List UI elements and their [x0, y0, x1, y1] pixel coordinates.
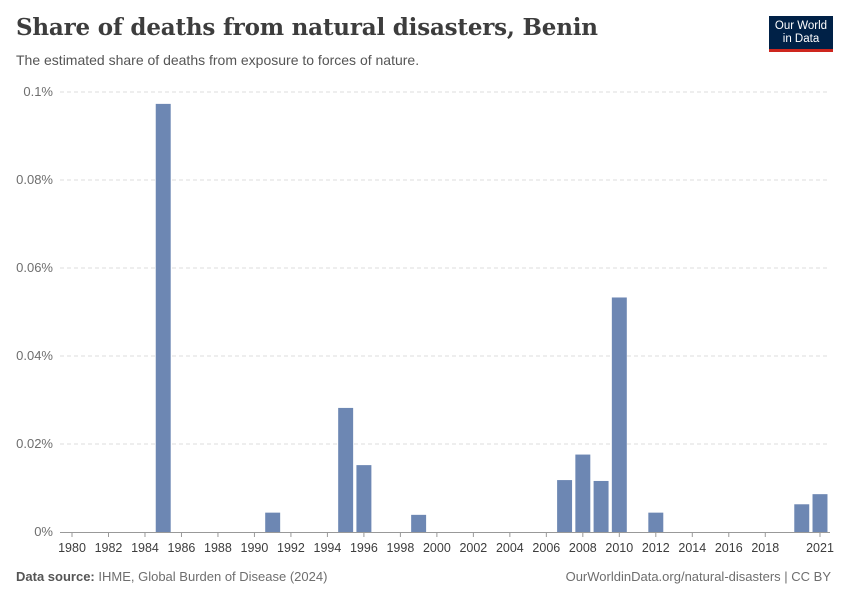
x-tick-label: 1988 — [204, 541, 232, 555]
source-link[interactable]: OurWorldinData.org/natural-disasters | C… — [565, 569, 831, 584]
x-tick-label: 2000 — [423, 541, 451, 555]
x-tick-label: 1986 — [168, 541, 196, 555]
x-axis — [60, 532, 830, 537]
grid-lines — [60, 91, 830, 445]
bar-2021 — [812, 494, 828, 532]
bar-1996 — [356, 465, 372, 532]
chart-subtitle: The estimated share of deaths from expos… — [16, 52, 420, 68]
x-tick-label: 2018 — [751, 541, 779, 555]
x-tick-label: 1996 — [350, 541, 378, 555]
x-tick-label: 2014 — [678, 541, 706, 555]
bar-2009 — [593, 480, 609, 532]
x-tick-label: 1980 — [58, 541, 86, 555]
x-tick-label: 1992 — [277, 541, 305, 555]
x-tick-label: 2006 — [532, 541, 560, 555]
chart-title: Share of deaths from natural disasters, … — [16, 14, 598, 41]
x-tick-label: 2002 — [459, 541, 487, 555]
data-source: Data source: IHME, Global Burden of Dise… — [16, 569, 327, 584]
bar-1985 — [155, 103, 171, 532]
y-tick-label: 0.08% — [16, 172, 53, 187]
bar-2010 — [611, 297, 627, 532]
x-tick-label: 2021 — [806, 541, 834, 555]
x-tick-label: 1998 — [386, 541, 414, 555]
data-source-text: IHME, Global Burden of Disease (2024) — [98, 569, 328, 584]
x-tick-label: 2010 — [605, 541, 633, 555]
bar-2020 — [794, 504, 810, 532]
x-tick-label: 1990 — [241, 541, 269, 555]
bars — [155, 103, 828, 532]
y-tick-label: 0% — [34, 524, 53, 539]
x-tick-label: 1984 — [131, 541, 159, 555]
x-tick-label: 2004 — [496, 541, 524, 555]
y-tick-label: 0.02% — [16, 436, 53, 451]
x-tick-label: 2012 — [642, 541, 670, 555]
logo-line-2: in Data — [782, 33, 820, 45]
bar-1991 — [265, 512, 281, 532]
bar-1999 — [411, 514, 427, 532]
bar-2007 — [557, 480, 573, 532]
data-source-label: Data source: — [16, 569, 95, 584]
x-axis-labels: 1980 1982 1984 1986 1988 1990 1992 1994 1996 1998… — [58, 541, 834, 555]
bar-1995 — [338, 407, 354, 532]
owid-logo[interactable]: Our World in Data — [769, 16, 833, 52]
y-tick-label: 0.06% — [16, 260, 53, 275]
x-tick-label: 2016 — [715, 541, 743, 555]
logo-line-1: Our World — [774, 20, 828, 32]
bar-2012 — [648, 512, 664, 532]
y-tick-label: 0.04% — [16, 348, 53, 363]
x-tick-label: 2008 — [569, 541, 597, 555]
bar-2008 — [575, 454, 591, 532]
y-axis-labels: 0% 0.02% 0.04% 0.06% 0.08% 0.1% — [16, 84, 53, 539]
x-tick-label: 1994 — [314, 541, 342, 555]
y-tick-label: 0.1% — [23, 84, 53, 99]
bar-chart: 0%0.02%0.04%0.06%0.08%0.1% 1980 1982 1984 1… — [16, 84, 834, 555]
x-tick-label: 1982 — [95, 541, 123, 555]
